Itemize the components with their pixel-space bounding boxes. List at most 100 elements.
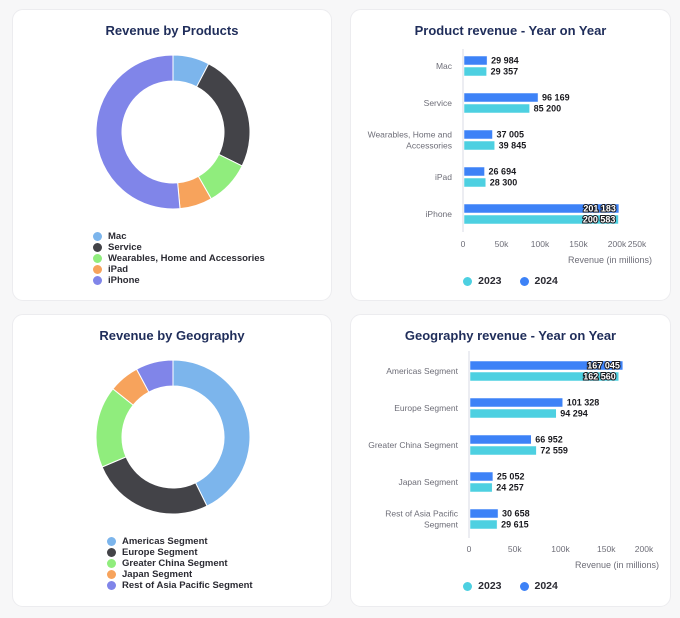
data-label: 26 694 [489, 167, 517, 177]
legend-label: Service [108, 242, 142, 253]
legend-item-japan[interactable]: Japan Segment [107, 569, 253, 580]
x-tick-label: 200k [608, 239, 627, 249]
bar-2023-americas-segment[interactable] [469, 371, 619, 382]
legend-item-americas[interactable]: Americas Segment [107, 536, 253, 547]
bar-2024-japan-segment[interactable] [469, 471, 494, 482]
chart-title: Product revenue - Year on Year [414, 23, 607, 38]
x-tick-label: 150k [569, 239, 588, 249]
chart-title: Revenue by Geography [99, 328, 245, 343]
x-axis-title: Revenue (in millions) [575, 560, 659, 570]
donut-slice-rest-of-asia-pacific-segment[interactable] [135, 359, 174, 393]
category-label-line: Americas Segment [386, 366, 458, 376]
bar-2023-europe-segment[interactable] [469, 408, 557, 419]
category-label: Wearables, Home and Accessories [368, 130, 453, 151]
data-label: 72 559 [540, 446, 568, 456]
category-label-line: iPad [435, 172, 452, 182]
data-label: 85 200 [534, 104, 562, 114]
legend-item-2024[interactable]: 2024 [519, 275, 558, 287]
geography-legend: Americas Segment Europe Segment Greater … [107, 536, 253, 591]
bar-2023-mac[interactable] [463, 66, 487, 77]
data-label: 25 052 [497, 472, 525, 482]
category-label-line: Mac [436, 61, 453, 71]
legend-label: 2023 [478, 580, 502, 592]
legend-label: Europe Segment [122, 547, 198, 558]
legend-item-2023[interactable]: 2023 [463, 275, 502, 287]
donut-slice-iphone[interactable] [95, 54, 181, 210]
data-label: 29 615 [501, 520, 529, 530]
legend-item-greater-china[interactable]: Greater China Segment [107, 558, 253, 569]
category-label-line: Accessories [406, 141, 452, 151]
category-label-line: Segment [424, 520, 459, 530]
legend-item-europe[interactable]: Europe Segment [107, 547, 253, 558]
legend-marker [107, 581, 116, 590]
legend-marker [93, 232, 102, 241]
product-yoy-card: Product revenue - Year on Year Mac 29 984… [350, 9, 671, 301]
products-donut-card: Revenue by Products Mac Service Wearable… [12, 9, 332, 301]
geo-yoy-card: Geography revenue - Year on Year America… [350, 314, 671, 607]
bar-2023-service[interactable] [463, 103, 530, 114]
data-label: 29 357 [491, 67, 519, 77]
bar-2024-greater-china-segment[interactable] [469, 434, 532, 445]
bar-2024-ipad[interactable] [463, 166, 485, 177]
data-label: 167 045 [587, 361, 620, 371]
legend-label: iPhone [108, 275, 140, 286]
data-label: 162 560 [583, 372, 616, 382]
legend-item-service[interactable]: Service [93, 242, 265, 253]
legend-marker [93, 265, 102, 274]
data-label: 94 294 [560, 409, 588, 419]
legend-marker [519, 276, 529, 286]
bar-2023-japan-segment[interactable] [469, 482, 493, 493]
geography-donut-card: Revenue by Geography Americas Segment Eu… [12, 314, 332, 607]
legend-item-2023[interactable]: 2023 [463, 580, 502, 592]
donut-slice-americas-segment[interactable] [172, 359, 251, 507]
x-tick-label: 0 [461, 239, 466, 249]
legend-marker [463, 581, 473, 591]
geo-yoy-legend: 2023 2024 [351, 580, 670, 592]
category-label: Rest of Asia Pacific Segment [385, 509, 459, 530]
chart-title: Geography revenue - Year on Year [404, 328, 617, 343]
x-tick-label: 0 [467, 544, 472, 554]
donut-slice-europe-segment[interactable] [101, 456, 208, 515]
category-label-line: iPhone [426, 209, 453, 219]
bar-2024-service[interactable] [463, 92, 539, 103]
legend-item-wearables[interactable]: Wearables, Home and Accessories [93, 253, 265, 264]
category-label: Service [424, 98, 453, 108]
data-label: 29 984 [491, 56, 519, 66]
bar-2024-mac[interactable] [463, 55, 488, 66]
bar-2023-wearables-home-and-accessories[interactable] [463, 140, 495, 151]
legend-label: 2024 [534, 275, 558, 287]
donut-slice-service[interactable] [195, 63, 251, 167]
legend-item-2024[interactable]: 2024 [519, 580, 558, 592]
legend-item-ipad[interactable]: iPad [93, 264, 265, 275]
legend-marker [93, 243, 102, 252]
legend-item-iphone[interactable]: iPhone [93, 275, 265, 286]
data-label: 39 845 [499, 141, 527, 151]
legend-label: iPad [108, 264, 129, 275]
x-tick-label: 100k [531, 239, 550, 249]
data-label: 24 257 [496, 483, 524, 493]
bar-2023-rest-of-asia-pacific-segment[interactable] [469, 519, 498, 530]
legend-item-rest-of-asia-pacific[interactable]: Rest of Asia Pacific Segment [107, 580, 253, 591]
x-tick-label: 150k [597, 544, 616, 554]
category-label: Americas Segment [386, 366, 458, 376]
bar-2024-wearables-home-and-accessories[interactable] [463, 129, 493, 140]
bar-2024-americas-segment[interactable] [469, 360, 624, 371]
legend-label: Americas Segment [122, 536, 208, 547]
data-label: 201 183 [583, 204, 616, 214]
legend-marker [93, 276, 102, 285]
bar-2024-rest-of-asia-pacific-segment[interactable] [469, 508, 499, 519]
bar-2023-greater-china-segment[interactable] [469, 445, 537, 456]
data-label: 101 328 [567, 398, 600, 408]
category-label-line: Europe Segment [394, 403, 458, 413]
data-label: 30 658 [502, 509, 530, 519]
x-tick-label: 100k [551, 544, 570, 554]
bar-2023-ipad[interactable] [463, 177, 487, 188]
category-label: Mac [436, 61, 453, 71]
legend-marker [107, 548, 116, 557]
bar-2024-iphone[interactable] [463, 203, 620, 214]
legend-item-mac[interactable]: Mac [93, 231, 265, 242]
bar-2024-europe-segment[interactable] [469, 397, 563, 408]
category-label: Japan Segment [398, 477, 458, 487]
bar-2023-iphone[interactable] [463, 214, 619, 225]
